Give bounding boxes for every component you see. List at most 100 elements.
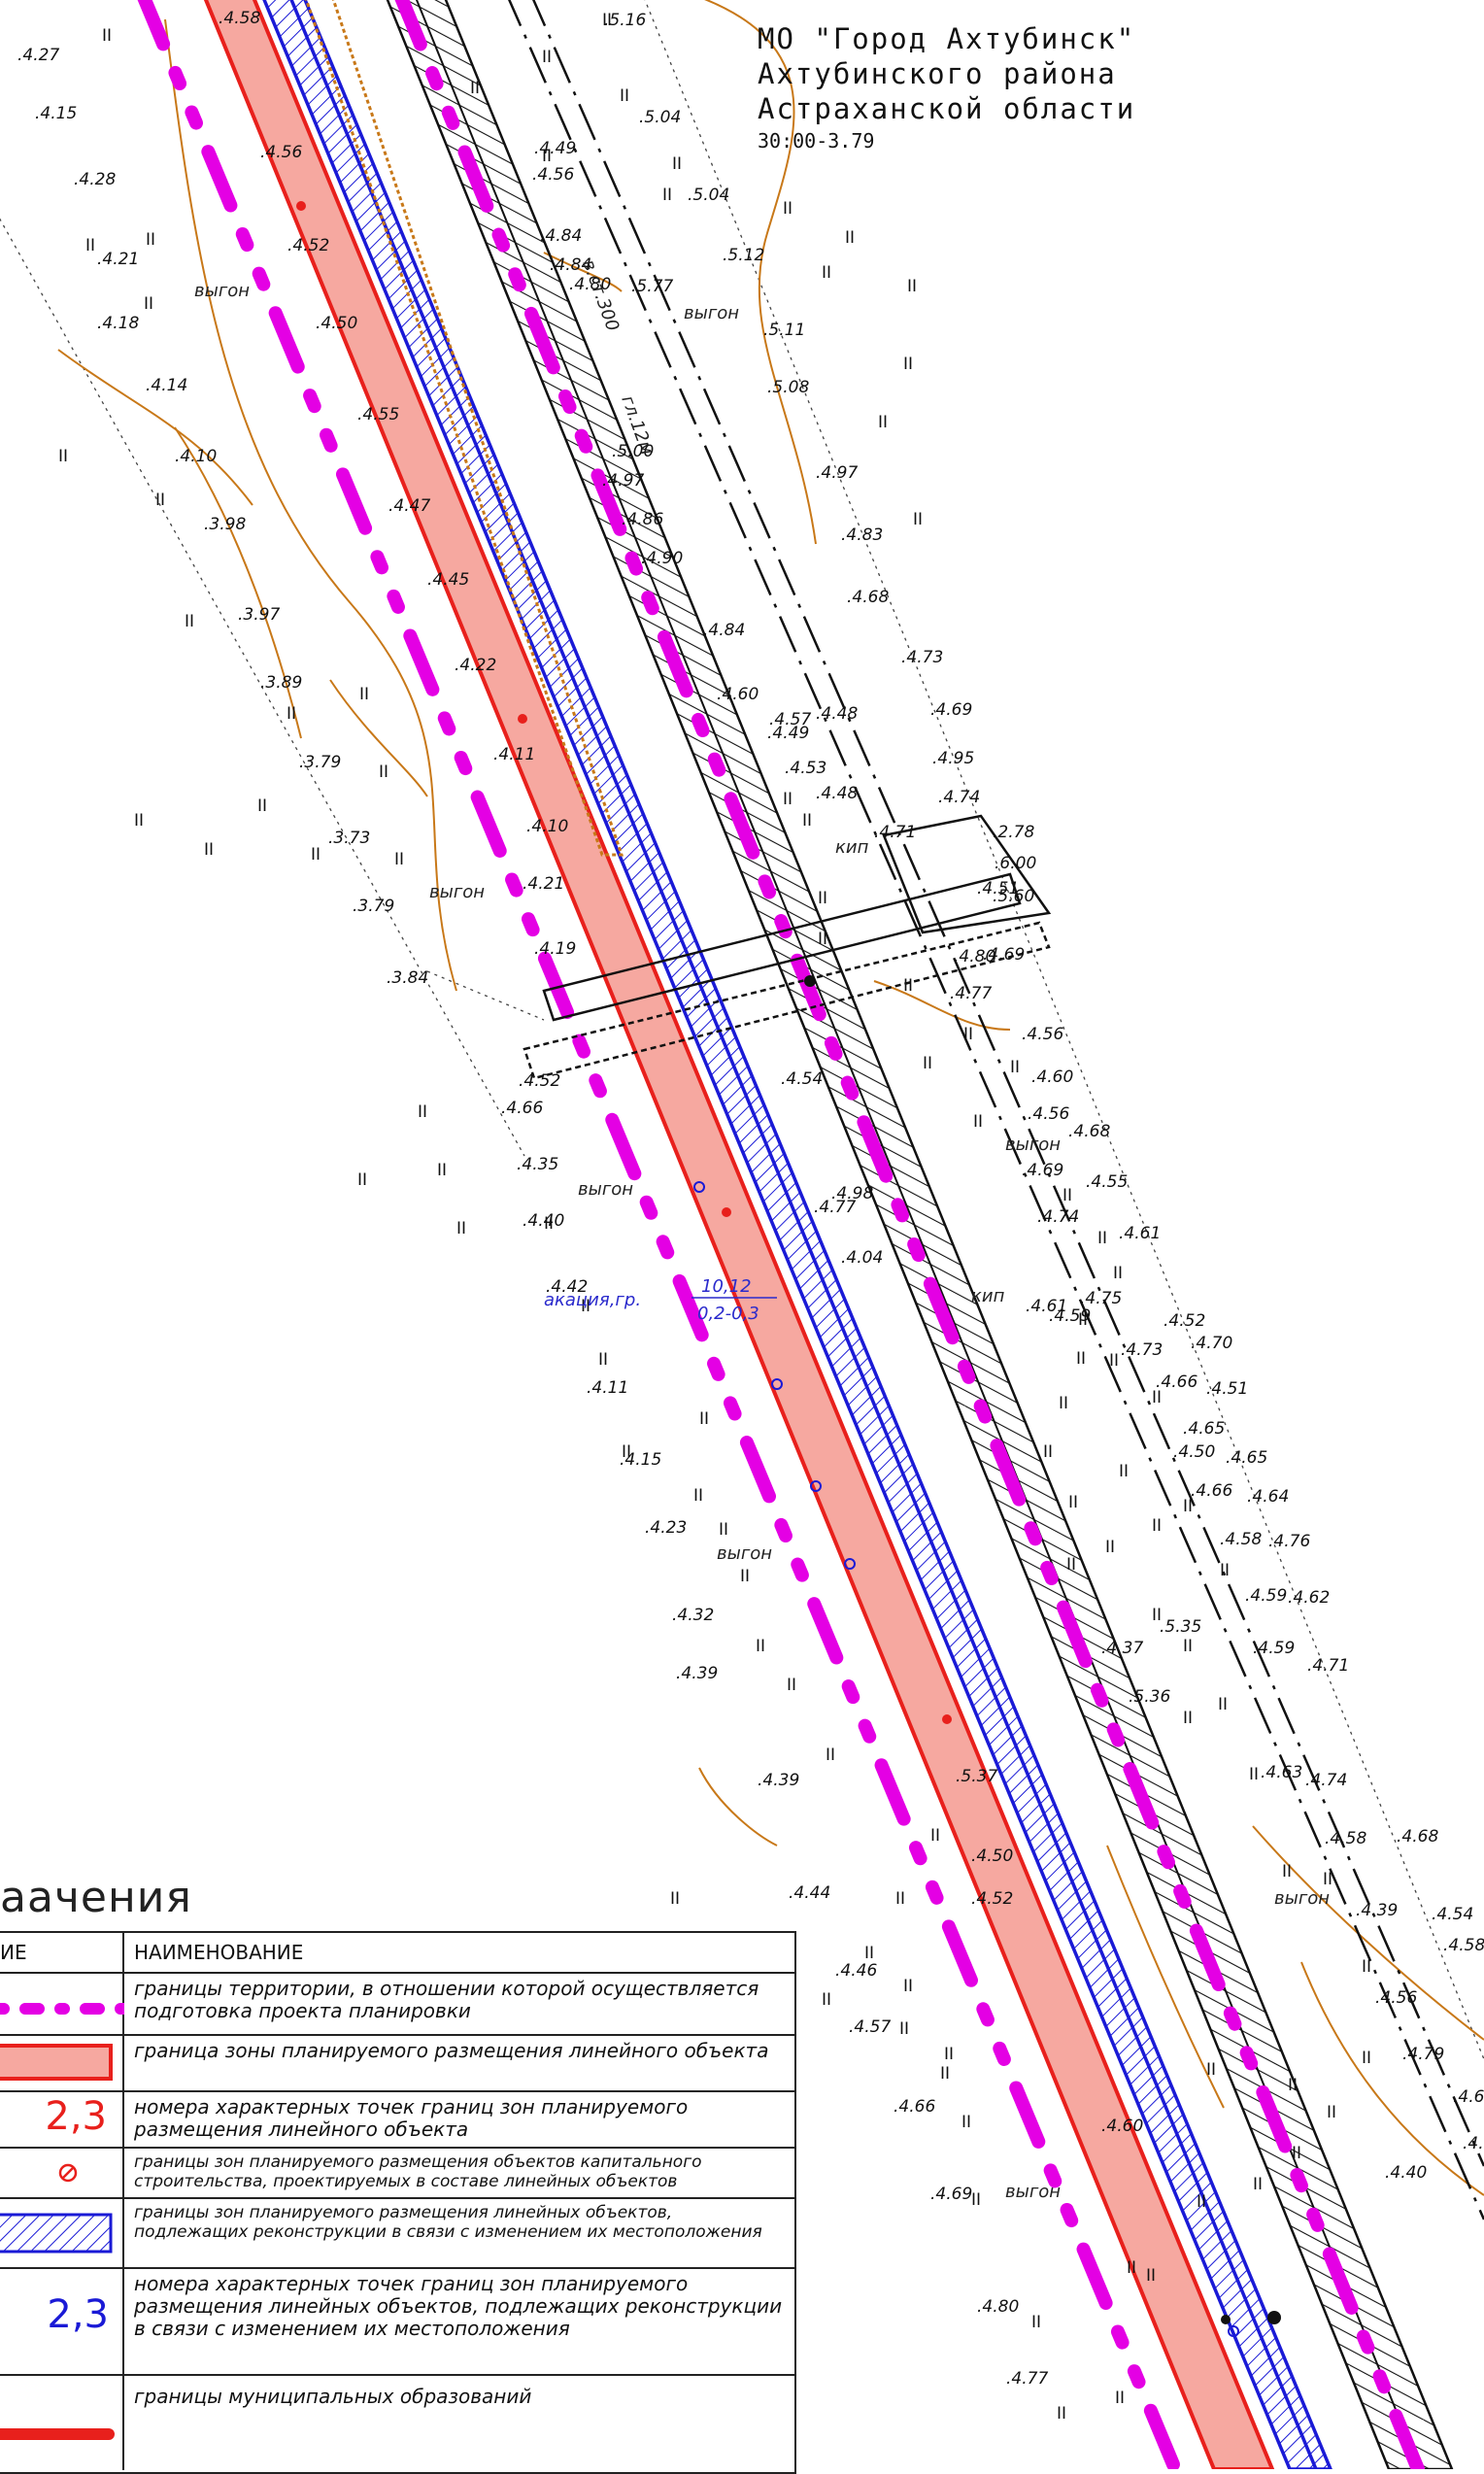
vegetation-tick: II [456,1219,466,1238]
map-header: МО "Город Ахтубинск" Ахтубинского района… [758,21,1135,155]
elevation-label: .4.68 [1453,2087,1484,2107]
vygon-label: выгон [684,303,739,323]
vegetation-tick: II [1288,2076,1298,2095]
legend-row: 2,3 номера характерных точек границ зон … [0,2269,794,2376]
elevation-label: .3.79 [299,753,341,772]
elevation-label: .4.35 [517,1155,558,1174]
vegetation-tick: II [699,1409,709,1429]
vegetation-tick: II [598,1350,608,1370]
vygon-label: выгон [429,882,485,902]
vegetation-tick: II [1105,1538,1115,1557]
vegetation-tick: II [470,79,480,98]
elevation-label: .4.74 [938,788,980,807]
elevation-label: .4.52 [519,1071,560,1091]
vegetation-tick: II [971,2190,981,2210]
elevation-label: .5.35 [1160,1617,1201,1637]
elevation-label: .3.97 [238,605,280,625]
vegetation-tick: II [1197,2192,1206,2212]
header-line-2: Ахтубинского района [758,57,1117,90]
vegetation-tick: II [394,850,404,869]
vegetation-tick: II [1115,2389,1125,2408]
legend-text: номера характерных точек границ зон план… [134,2095,689,2141]
elevation-label: .4.71 [874,823,916,842]
vegetation-tick: II [1152,1388,1162,1407]
legend-col2-header: НАИМЕНОВАНИЕ [134,1941,304,1964]
elevation-label: .4.51 [1206,1379,1248,1399]
elevation-label: .5.37 [956,1767,997,1786]
vegetation-tick: II [787,1676,796,1695]
vegetation-tick: II [670,1889,680,1909]
header-line-4: 30:00-3.79 [758,129,875,153]
vegetation-tick: II [1066,1555,1076,1575]
vegetation-tick: II [85,236,95,255]
vegetation-tick: II [602,11,612,30]
legend-number-symbol: 2,3 [45,2094,107,2139]
elevation-label: .4.79 [1402,2045,1444,2064]
elevation-label: .4.97 [816,463,858,483]
elevation-label: .4.48 [816,704,858,724]
vegetation-tick: II [662,186,672,205]
elevation-label: .4.69 [1022,1161,1063,1180]
elevation-label: .4.83 [841,525,883,545]
elevation-label: .4.71 [1307,1656,1349,1676]
elevation-label: .4.84 [550,255,591,275]
elevation-label: .4.15 [620,1450,661,1470]
vegetation-tick: II [1076,1349,1086,1369]
legend-symbol [0,1974,130,2034]
elevation-label: .4.58 [1443,1936,1484,1955]
legend-text: границы территории, в отношении которой … [134,1977,759,2022]
legend-text: границы муниципальных образований [134,2385,532,2408]
legend-col1-header: ИЕ [0,1933,124,1972]
elevation-label: .5.00 [612,442,654,461]
vegetation-tick: II [544,1214,554,1234]
kip-label: кип [971,1286,1005,1306]
elevation-label: .4.60 [1101,2117,1143,2136]
vegetation-tick: II [359,685,369,704]
vegetation-tick: II [1078,1310,1088,1330]
elevation-label: .4.80 [569,275,611,294]
vygon-label: выгон [1005,2182,1061,2202]
elevation-label: .4.76 [1268,1532,1310,1551]
elevation-label: .4.11 [493,745,535,764]
elevation-label: .4.50 [316,314,357,333]
elevation-label: .4.50 [971,1847,1013,1866]
elevation-label: .4.54 [781,1069,823,1089]
vegetation-tick: II [903,976,913,996]
kip-label: кип [835,837,869,858]
vegetation-tick: II [783,199,793,219]
territory-boundary [137,0,1182,2469]
elevation-label: .4.59 [1049,1306,1091,1326]
vygon-label: выгон [717,1543,772,1564]
elevation-label: .4.22 [455,656,496,675]
elevation-label: .4.66 [894,2097,935,2117]
legend-symbol [0,2036,124,2090]
vegetation-tick: II [287,704,296,724]
header-line-1: МО "Город Ахтубинск" [758,22,1136,55]
legend-text: номера характерных точек границ зон план… [134,2272,783,2340]
elevation-label: .4.62 [1288,1588,1330,1608]
elevation-label: .4.77 [950,984,992,1003]
header-line-3: Астраханской области [758,92,1136,125]
vegetation-tick: II [102,26,112,46]
legend-row: 2,3 номера характерных точек границ зон … [0,2092,794,2149]
vegetation-tick: II [1183,1709,1193,1728]
elevation-label: .5.16 [604,11,646,30]
elevation-label: .5.12 [723,246,764,265]
elevation-label: .4.28 [74,170,116,189]
elevation-label: .3.84 [387,968,428,988]
vegetation-tick: II [1362,2049,1371,2068]
vegetation-tick: II [1292,2144,1301,2163]
elevation-label: .4.98 [831,1184,873,1203]
elevation-label: .4.52 [1164,1311,1205,1331]
elevation-label: .4.37 [1101,1639,1143,1658]
vegetation-tick: II [204,840,214,860]
vegetation-tick: II [845,228,855,248]
vegetation-tick: II [961,2113,971,2132]
vegetation-tick: II [1249,1765,1259,1784]
vegetation-tick: II [542,48,552,67]
planned-zone [203,0,1275,2469]
legend-row: границы зон планируемого размещения объе… [0,2149,794,2199]
vegetation-tick: II [58,447,68,466]
vegetation-tick: II [864,1944,874,1963]
legend-header-row: ИЕ НАИМЕНОВАНИЕ [0,1933,794,1974]
